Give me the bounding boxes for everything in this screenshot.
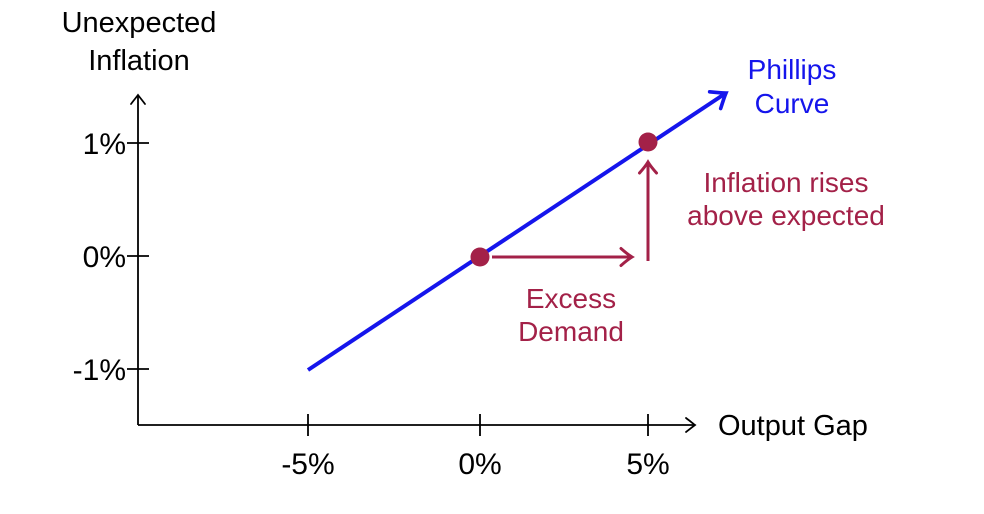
y-axis-title-line1: Unexpected [62,7,217,39]
excess-demand-label-line2: Demand [518,316,624,347]
phillips-curve-label-line1: Phillips [748,54,837,85]
point-origin-gap0-inflation0 [470,247,490,267]
phillips-curve-line [306,90,729,372]
point-gap5-inflation1 [638,132,658,152]
x-tick-label-5pct: 5% [626,448,669,481]
excess-demand-label-line1: Excess [526,283,616,314]
x-tick-label-neg5pct: -5% [281,448,334,481]
phillips-curve-label-line2: Curve [755,88,830,119]
y-tick-label-1pct: 1% [83,128,126,161]
y-tick-label-0pct: 0% [83,241,126,274]
inflation-rise-label-line2: above expected [687,200,885,231]
inflation-rise-label-line1: Inflation rises [704,167,869,198]
x-tick-label-0pct: 0% [458,448,501,481]
y-tick-label-neg1pct: -1% [73,354,126,387]
x-axis-title: Output Gap [718,410,868,442]
y-axis-title-line2: Inflation [88,45,190,77]
